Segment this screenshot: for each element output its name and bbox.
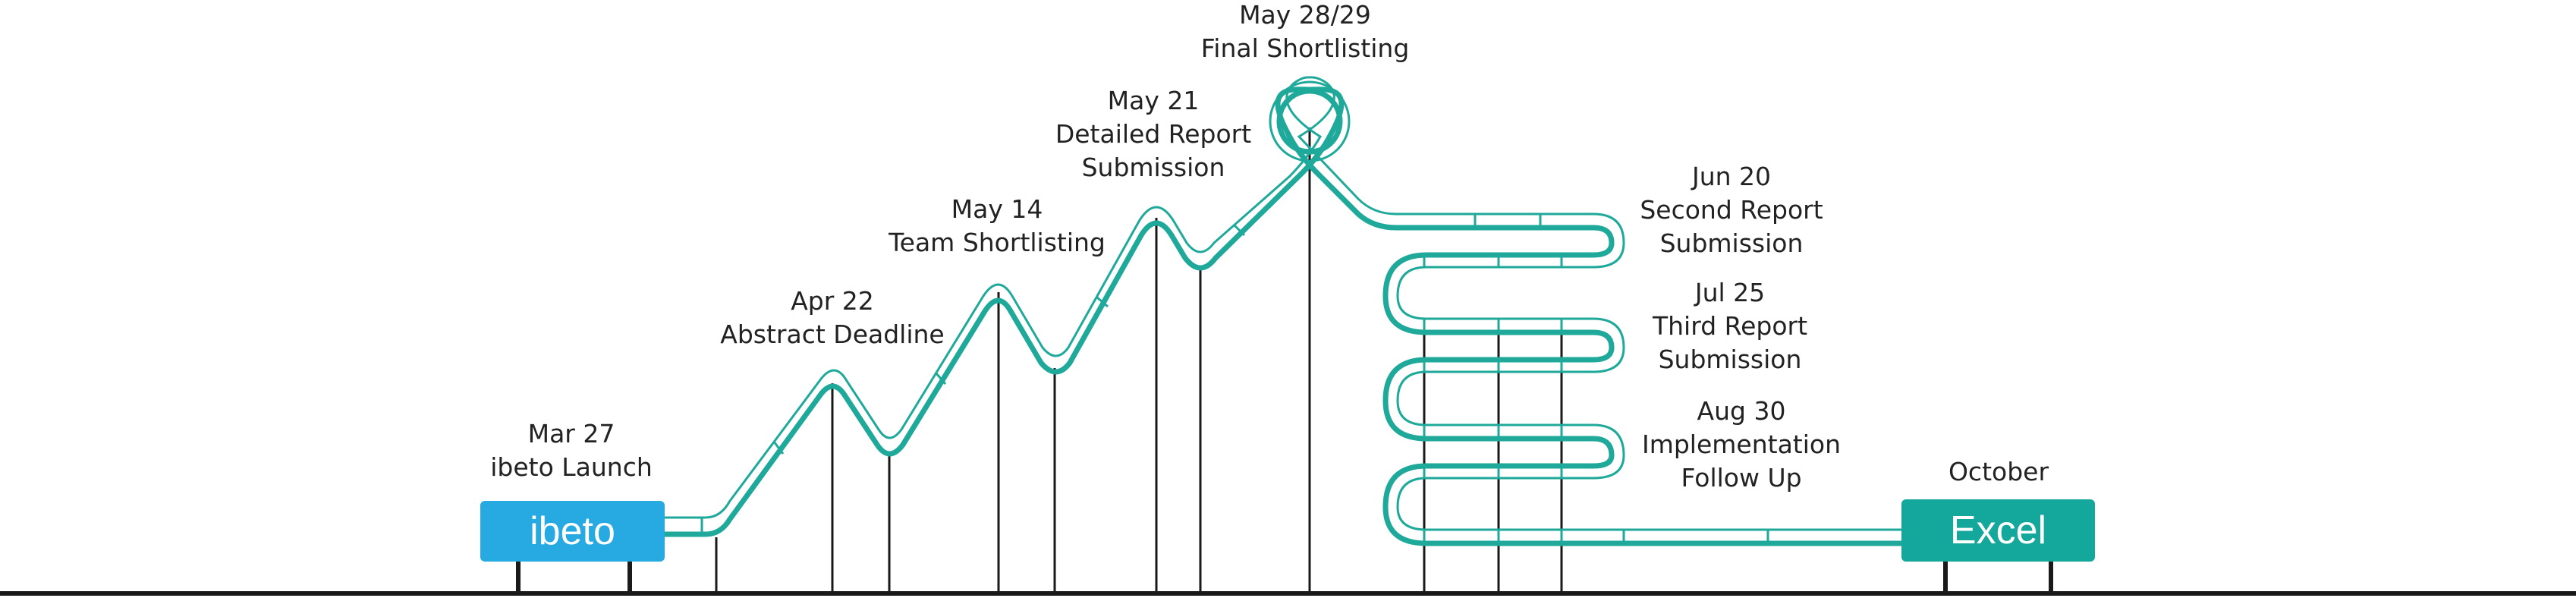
milestone-text: Final Shortlisting xyxy=(1200,33,1410,63)
box-legs xyxy=(516,562,2053,593)
milestone-jun20: Jun 20 Second Report Submission xyxy=(1640,160,1823,260)
milestone-text: Submission xyxy=(1658,345,1802,374)
milestone-text: Follow Up xyxy=(1681,463,1802,493)
milestone-may21: May 21 Detailed Report Submission xyxy=(1055,84,1251,184)
milestone-text: Third Report xyxy=(1652,311,1808,341)
milestone-date: October xyxy=(1948,457,2049,486)
milestone-date: Jul 25 xyxy=(1694,278,1766,307)
track-ties xyxy=(700,214,1769,543)
milestone-aug30: Aug 30 Implementation Follow Up xyxy=(1642,395,1841,495)
milestone-mar27: Mar 27 ibeto Launch xyxy=(490,417,653,484)
milestone-date: May 14 xyxy=(951,194,1043,224)
milestone-text: Team Shortlisting xyxy=(889,228,1106,257)
milestone-may28-29: May 28/29 Final Shortlisting xyxy=(1201,0,1410,65)
start-box-label: ibeto xyxy=(530,509,615,553)
milestone-date: Mar 27 xyxy=(527,419,615,448)
end-box-excel: Excel xyxy=(1901,499,2095,562)
milestone-text: Abstract Deadline xyxy=(720,319,945,349)
milestone-date: Apr 22 xyxy=(791,286,874,316)
milestone-text: ibeto Launch xyxy=(490,452,653,482)
milestone-date: Aug 30 xyxy=(1697,396,1786,426)
milestone-jul25: Jul 25 Third Report Submission xyxy=(1653,276,1807,376)
milestone-text: Implementation xyxy=(1641,430,1842,459)
milestone-text: Second Report xyxy=(1640,195,1823,225)
milestone-text: Detailed Report xyxy=(1055,119,1252,149)
track-loop-outer xyxy=(1269,80,1351,162)
milestone-text: Submission xyxy=(1659,228,1804,258)
milestone-date: May 28/29 xyxy=(1239,0,1371,30)
end-box-label: Excel xyxy=(1949,508,2047,552)
milestone-date: Jun 20 xyxy=(1691,162,1772,191)
milestone-text: Submission xyxy=(1081,153,1225,182)
track-outer-rail xyxy=(662,76,1904,531)
milestone-october: October xyxy=(1949,455,2049,489)
track-loop xyxy=(1276,88,1343,155)
milestone-apr22: Apr 22 Abstract Deadline xyxy=(720,285,944,351)
milestone-may14: May 14 Team Shortlisting xyxy=(889,193,1106,260)
start-box-ibeto: ibeto xyxy=(480,501,665,562)
milestone-date: May 21 xyxy=(1107,86,1200,115)
track-inner-rail xyxy=(662,87,1904,546)
